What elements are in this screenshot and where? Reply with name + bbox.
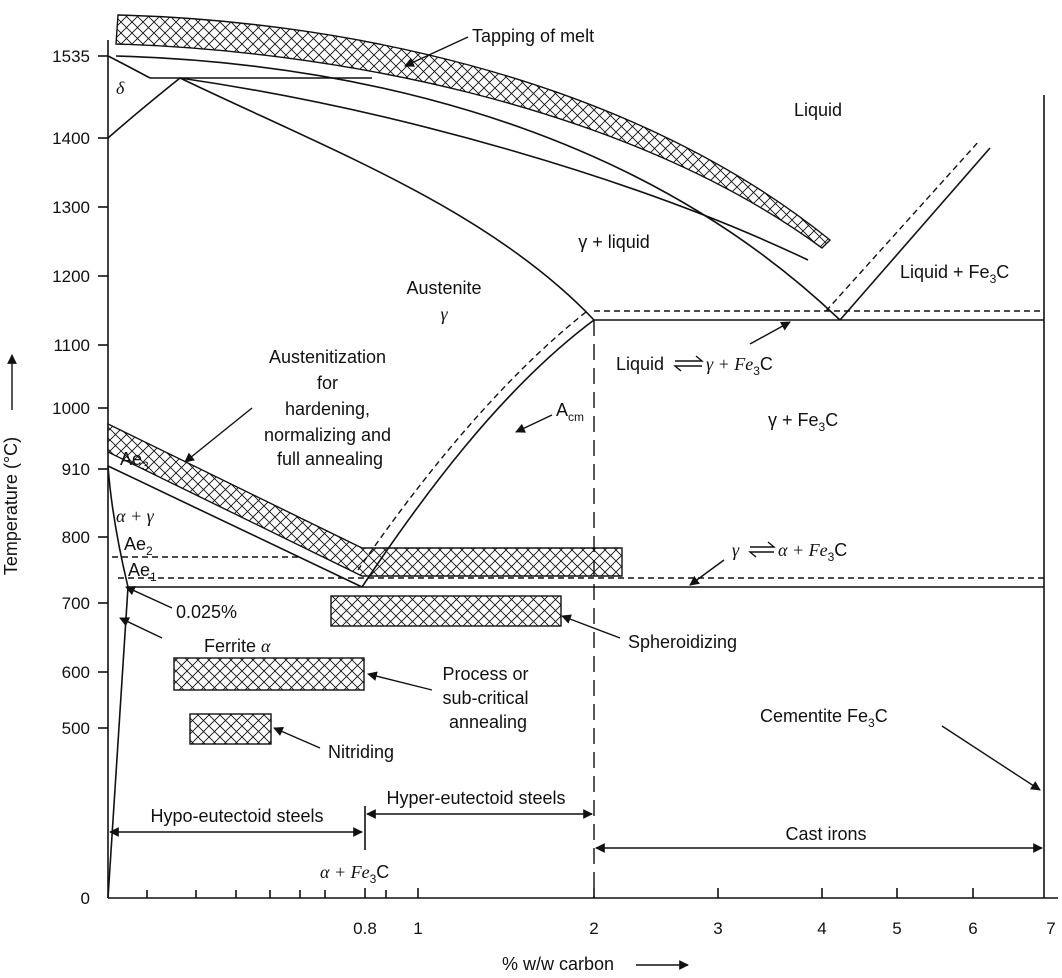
label-liquid: Liquid [794,100,842,120]
liquidus-line [115,55,841,321]
label-acm: Acm [556,400,584,424]
label-austenite-symbol: γ [440,304,448,324]
label-ferrite: Ferrite α [204,636,271,656]
y-tick-0: 0 [81,889,90,908]
y-tick-1300: 1300 [52,198,90,217]
austenitization-band [107,422,623,577]
arrow-acm [515,414,553,433]
ae3-line [107,465,363,588]
process-annealing-band [173,657,365,691]
y-axis-title: Temperature (°C) [1,437,21,575]
label-cementite: Cementite Fe3C [760,706,888,730]
label-tapping: Tapping of melt [472,26,594,46]
y-tick-1100: 1100 [53,336,90,355]
region-labels: Liquid γ + liquid Austenite γ Liquid + F… [116,78,1009,886]
range-labels: Hypo-eutectoid steels Hyper-eutectoid st… [150,788,866,844]
arrow-austenitization [184,407,253,463]
line-labels: Ae3 Ae2 Ae1 Acm 0.025% [120,400,584,622]
y-tick-1400: 1400 [52,129,90,148]
label-ae3: Ae3 [120,449,149,473]
y-tick-1000: 1000 [52,399,90,418]
label-eutectoid-reaction: γ [732,540,740,560]
gamma-solidus-line [179,77,595,321]
cementite-liquidus [839,147,991,321]
acm-line-dashed [357,311,587,571]
label-hyper-eutectoid: Hyper-eutectoid steels [386,788,565,808]
label-gamma-liquid: γ + liquid [578,232,650,252]
hatched-bands [107,14,832,745]
solidus-line [179,77,809,261]
label-eutectic-products: γ + Fe3C [706,354,773,378]
spheroidizing-band [330,595,562,627]
alpha-solvus-line [107,465,129,588]
arrow-spheroidizing [561,614,621,639]
label-austenite: Austenite [406,278,481,298]
label-austenitization: Austenitization for hardening, normalizi… [264,347,396,469]
x-tick-2: 2 [589,919,598,938]
delta-solvus-lower [107,77,181,139]
cementite-liquidus-dashed [825,139,981,312]
label-solubility: 0.025% [176,602,237,622]
eutectoid-equilibrium-icon [748,541,776,558]
arrow-process-annealing [367,671,433,691]
arrow-ferrite-line [119,617,163,639]
arrow-eutectic [749,321,791,345]
x-tick-1: 1 [413,919,422,938]
y-tick-910: 910 [62,460,90,479]
arrow-nitriding [273,727,321,749]
arrow-eutectoid [689,559,725,586]
label-eutectic-reaction: Liquid [616,354,664,374]
range-arrows [109,806,1043,853]
axes: 1535 1400 1300 1200 1100 1000 910 800 70… [1,40,1058,974]
pointer-arrows [119,36,1041,791]
label-eutectoid-products: α + Fe3C [778,540,847,564]
label-gamma-fe3c: γ + Fe3C [768,410,838,434]
y-tick-700: 700 [62,594,90,613]
tapping-band [115,14,832,249]
label-alpha-gamma: α + γ [116,506,155,526]
label-hypo-eutectoid: Hypo-eutectoid steels [150,806,323,826]
label-nitriding: Nitriding [328,742,394,762]
ferrite-solvus-line [107,586,129,899]
y-tick-800: 800 [62,528,90,547]
x-tick-0.8: 0.8 [353,919,377,938]
x-tick-6: 6 [968,919,977,938]
arrow-cementite [941,725,1041,791]
label-liquid-fe3c: Liquid + Fe3C [900,262,1009,286]
x-tick-marks [146,888,974,898]
y-tick-1535: 1535 [52,47,90,66]
treatment-labels: Tapping of melt Austenitization for hard… [264,26,737,762]
x-tick-3: 3 [713,919,722,938]
x-axis-title: % w/w carbon [502,954,614,974]
acm-line [361,319,595,588]
y-tick-1200: 1200 [52,267,90,286]
label-ae1: Ae1 [128,560,157,584]
y-tick-500: 500 [62,719,90,738]
label-spheroidizing: Spheroidizing [628,632,737,652]
x-tick-7: 7 [1046,919,1055,938]
label-delta: δ [116,78,125,98]
label-process-annealing: Process or sub-critical annealing [442,664,533,732]
phase-lines [107,55,1044,899]
reaction-labels: Liquid γ + Fe3C γ α + Fe3C [616,354,847,564]
label-ae2: Ae2 [124,534,153,558]
label-cast-irons: Cast irons [785,824,866,844]
x-tick-5: 5 [892,919,901,938]
y-tick-marks [98,55,108,729]
y-tick-600: 600 [62,663,90,682]
x-tick-4: 4 [817,919,826,938]
arrow-tapping [404,36,469,67]
eutectic-equilibrium-icon [673,355,704,372]
delta-solvus-upper [107,55,151,79]
label-alpha-fe3c: α + Fe3C [320,862,389,886]
nitriding-band [189,713,272,745]
arrow-solubility [125,586,173,609]
